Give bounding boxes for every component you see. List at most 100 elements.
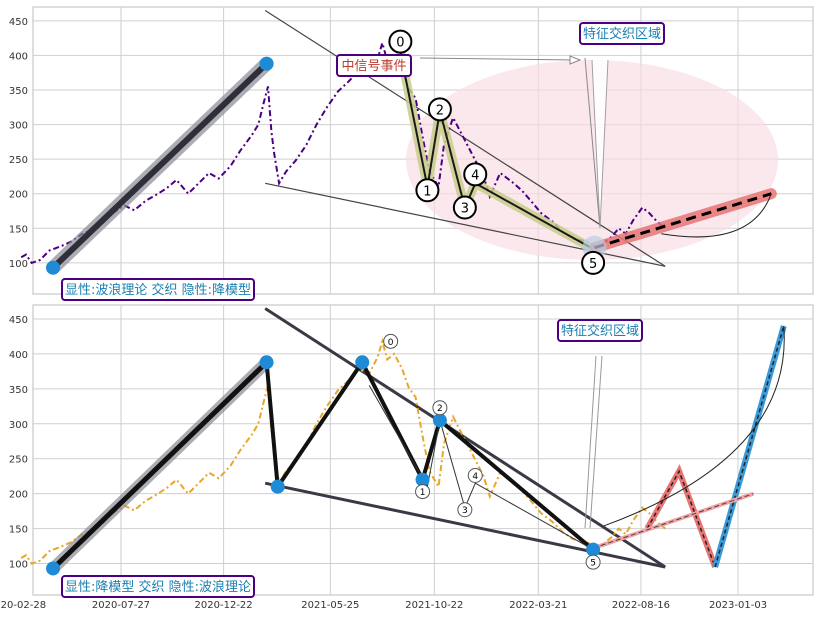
wave-line-thin xyxy=(368,385,594,551)
x-tick-label: 2021-05-25 xyxy=(301,600,359,611)
top-wave-lines xyxy=(46,51,596,275)
top-legend-box xyxy=(61,278,255,301)
wave-marker xyxy=(586,542,601,557)
wave-label: 2 xyxy=(436,103,444,118)
wave-label-circle xyxy=(388,29,413,54)
top-feature-zone xyxy=(406,60,778,260)
top-zone-arrow-body xyxy=(591,59,609,229)
bottom-wave-lines xyxy=(47,356,595,575)
wave-marker xyxy=(46,561,61,576)
y-tick-label: 350 xyxy=(9,86,28,97)
price-line xyxy=(20,337,666,565)
wave-label: 3 xyxy=(461,202,469,217)
bottom-y-tick-labels: 100 150 200 250 300 350 400 450 xyxy=(9,315,28,571)
wave-label-circle xyxy=(383,333,399,349)
y-tick-label: 450 xyxy=(9,315,28,326)
x-tick-label: 2022-03-21 xyxy=(509,600,567,611)
top-event-arrow xyxy=(419,57,576,61)
wave-label: 4 xyxy=(472,472,478,482)
bottom-legend: 显性:降模型 交织 隐性:波浪理论 xyxy=(65,579,251,595)
wave-label-circle xyxy=(457,502,473,518)
wave-label: 2 xyxy=(437,404,443,414)
x-tick-label: 2023-01-03 xyxy=(709,600,767,611)
bottom-zone-title-box xyxy=(557,319,643,342)
x-tick-label: 2020-02-28 xyxy=(0,600,46,611)
bottom-grid xyxy=(33,305,813,595)
wave-label: 5 xyxy=(589,257,597,272)
bottom-price-series xyxy=(20,337,666,565)
wave-label-circle xyxy=(467,468,483,484)
bottom-zone-title: 特征交织区域 xyxy=(561,323,639,339)
top-legend: 显性:波浪理论 交织 隐性:降模型 xyxy=(65,282,251,298)
y-tick-label: 400 xyxy=(9,350,28,361)
wave-label-circle xyxy=(463,162,488,187)
x-tick-label: 2021-10-22 xyxy=(405,600,463,611)
wave-line xyxy=(50,359,270,571)
top-event-arrowhead xyxy=(569,55,582,65)
wave-marker xyxy=(46,260,61,275)
bottom-plot-frame xyxy=(32,304,814,596)
projection-band xyxy=(712,325,787,568)
projection-arc xyxy=(603,325,785,527)
wave-label: 0 xyxy=(388,338,394,348)
wave-label: 1 xyxy=(420,488,426,498)
projection-line xyxy=(646,469,716,568)
top-panel: 100 150 200 250 300 350 400 450 0 1 2 3 4 5 特征交织区域 中… xyxy=(9,6,814,301)
wave-label-circle xyxy=(452,195,477,220)
y-tick-label: 350 xyxy=(9,385,28,396)
x-tick-labels: 2020-02-28 2020-07-27 2020-12-22 2021-05-25… xyxy=(0,600,767,611)
y-tick-label: 250 xyxy=(9,455,28,466)
y-tick-label: 300 xyxy=(9,121,28,132)
channel-line xyxy=(264,9,666,267)
y-tick-label: 300 xyxy=(9,420,28,431)
top-event-box xyxy=(336,54,412,77)
wave-marker xyxy=(270,479,285,494)
forecast-band xyxy=(589,188,777,254)
wave-line xyxy=(50,60,270,271)
bottom-markers xyxy=(46,355,601,576)
y-tick-label: 200 xyxy=(9,190,28,201)
wave-label: 5 xyxy=(590,559,596,569)
top-zone-title: 特征交织区域 xyxy=(583,26,661,42)
top-markers xyxy=(46,56,274,275)
wave-marker xyxy=(259,56,274,71)
wave-label-circle xyxy=(432,400,448,416)
wave-label-circle xyxy=(415,484,431,500)
x-tick-label: 2020-07-27 xyxy=(92,600,150,611)
top-event-title: 中信号事件 xyxy=(341,59,406,74)
wave-label-circle xyxy=(427,97,452,122)
top-zone-title-box xyxy=(579,22,665,45)
wave-line xyxy=(264,360,595,552)
x-tick-label: 2020-12-22 xyxy=(195,600,253,611)
forecast-arc xyxy=(661,193,772,238)
wave-label-circle xyxy=(585,554,601,570)
y-tick-label: 450 xyxy=(9,17,28,28)
y-tick-label: 100 xyxy=(9,259,28,270)
channel-line xyxy=(264,307,667,569)
wave-label: 0 xyxy=(396,36,404,51)
y-tick-label: 150 xyxy=(9,525,28,536)
y-tick-label: 150 xyxy=(9,224,28,235)
y-tick-label: 250 xyxy=(9,155,28,166)
bottom-projections xyxy=(592,325,787,569)
wave-label-circle xyxy=(415,178,440,203)
wave-marker xyxy=(415,472,430,487)
bottom-zone-arrow xyxy=(584,355,603,529)
y-tick-label: 200 xyxy=(9,490,28,501)
wave-label: 3 xyxy=(462,506,468,516)
projection-line xyxy=(592,493,754,549)
top-zone-arrow xyxy=(584,57,601,229)
x-tick-label: 2022-08-16 xyxy=(612,600,670,611)
wave-marker xyxy=(432,413,447,428)
top-wave-labels: 0 1 2 3 4 5 xyxy=(388,29,606,275)
wave-marker xyxy=(355,355,370,370)
bottom-legend-box xyxy=(61,575,255,598)
wave-label: 1 xyxy=(423,184,431,199)
wave-label-circle xyxy=(581,250,606,275)
wave-marker xyxy=(259,355,274,370)
top-y-tick-labels: 100 150 200 250 300 350 400 450 xyxy=(9,17,28,270)
y-tick-label: 400 xyxy=(9,51,28,62)
